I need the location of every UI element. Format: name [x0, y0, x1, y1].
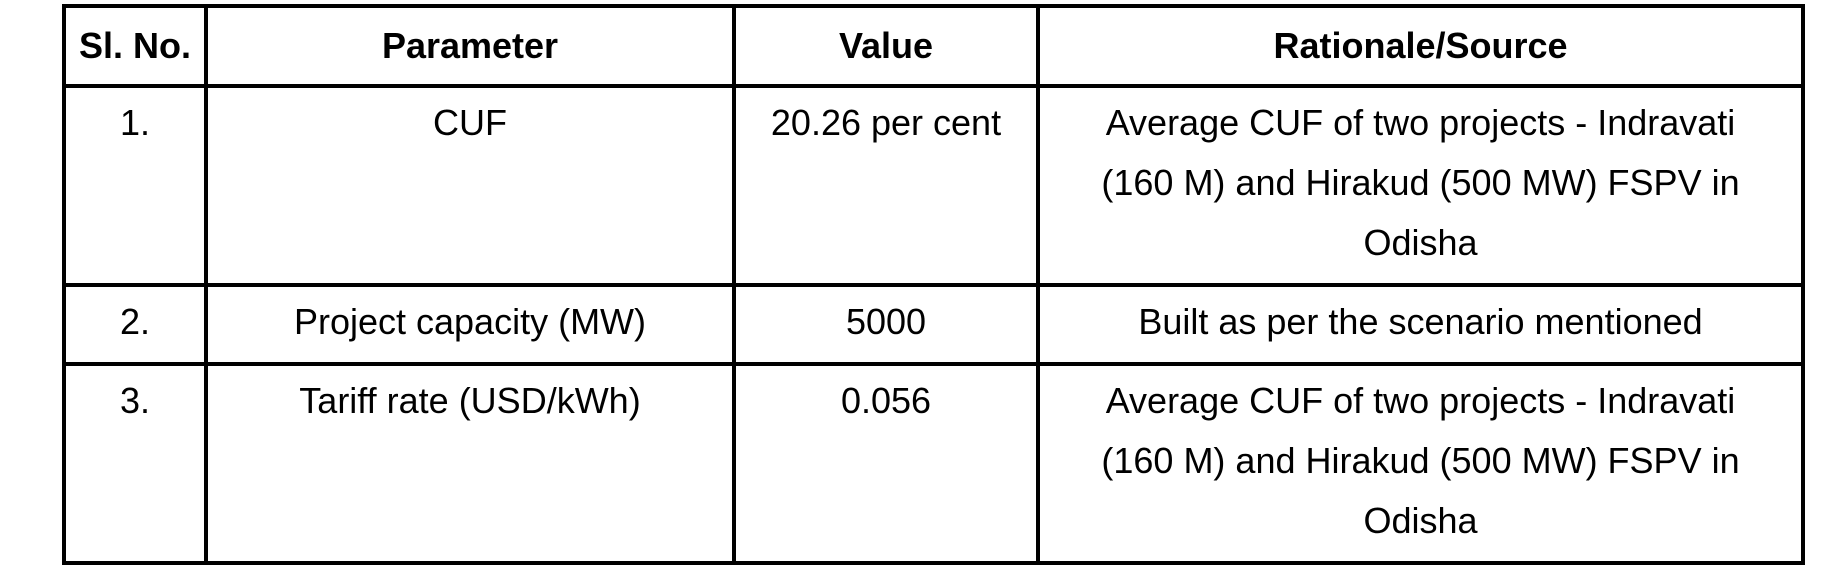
table-row: 2. Project capacity (MW) 5000 Built as p… — [62, 283, 1805, 366]
cell-value: 0.056 — [732, 362, 1040, 565]
parameters-table: Sl. No. Parameter Value Rationale/Source… — [62, 4, 1805, 565]
cell-sl-no: 2. — [62, 283, 208, 366]
cell-value: 20.26 per cent — [732, 84, 1040, 287]
cell-sl-no: 3. — [62, 362, 208, 565]
cell-rationale: Average CUF of two projects - Indravati … — [1036, 84, 1805, 287]
cell-sl-no: 1. — [62, 84, 208, 287]
cell-parameter: Project capacity (MW) — [204, 283, 736, 366]
table-header: Sl. No. Parameter Value Rationale/Source — [62, 4, 1805, 88]
header-row: Sl. No. Parameter Value Rationale/Source — [62, 4, 1805, 88]
header-parameter: Parameter — [204, 4, 736, 88]
header-sl-no: Sl. No. — [62, 4, 208, 88]
header-rationale-source: Rationale/Source — [1036, 4, 1805, 88]
cell-rationale: Average CUF of two projects - Indravati … — [1036, 362, 1805, 565]
cell-rationale: Built as per the scenario mentioned — [1036, 283, 1805, 366]
table-row: 3. Tariff rate (USD/kWh) 0.056 Average C… — [62, 362, 1805, 565]
cell-parameter: Tariff rate (USD/kWh) — [204, 362, 736, 565]
cell-value: 5000 — [732, 283, 1040, 366]
cell-parameter: CUF — [204, 84, 736, 287]
table-row: 1. CUF 20.26 per cent Average CUF of two… — [62, 84, 1805, 287]
table-body: 1. CUF 20.26 per cent Average CUF of two… — [62, 84, 1805, 565]
header-value: Value — [732, 4, 1040, 88]
